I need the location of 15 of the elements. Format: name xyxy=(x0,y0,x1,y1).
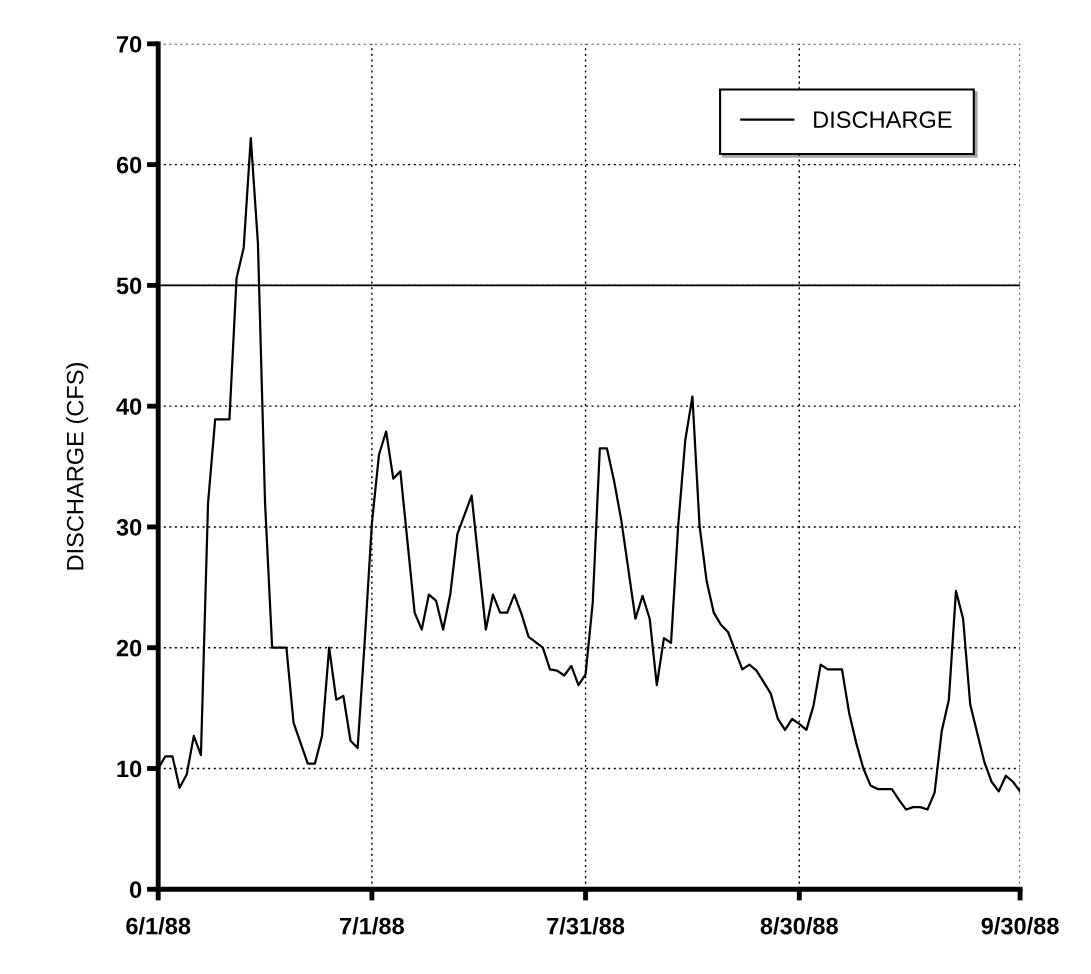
y-tick-label: 0 xyxy=(130,881,142,899)
y-tick-label: 10 xyxy=(117,760,142,778)
y-tick-label: 50 xyxy=(116,277,142,295)
x-tick-label: 7/31/88 xyxy=(547,917,625,935)
y-axis-title: DISCHARGE (CFS) xyxy=(66,363,89,570)
x-tick-label: 9/30/88 xyxy=(981,917,1059,935)
y-tick-label: 40 xyxy=(116,398,142,415)
y-tick-label: 60 xyxy=(116,156,142,174)
x-tick-label: 7/1/88 xyxy=(340,917,404,935)
y-tick-label: 20 xyxy=(116,639,142,657)
y-tick-label: 70 xyxy=(116,35,142,53)
y-tick-label: 30 xyxy=(116,519,142,536)
x-tick-label: 8/30/88 xyxy=(760,917,838,935)
legend-label: DISCHARGE xyxy=(814,111,952,129)
x-tick-label: 6/1/88 xyxy=(126,917,191,935)
